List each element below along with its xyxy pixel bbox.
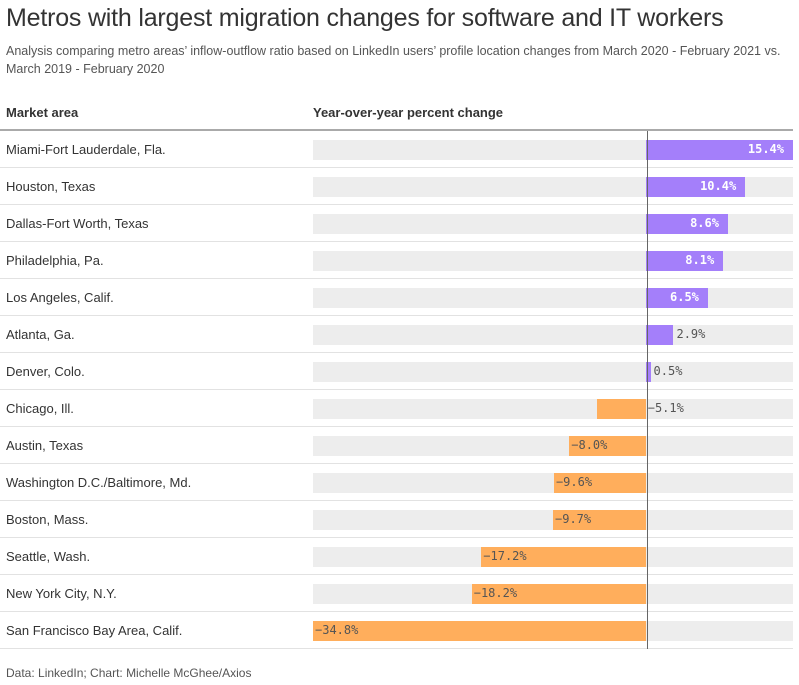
value-label: 15.4%: [747, 142, 784, 156]
bar-track: [313, 362, 793, 382]
column-header-percent-change: Year-over-year percent change: [313, 105, 504, 120]
value-label: −34.8%: [315, 623, 359, 637]
row-divider: [0, 167, 793, 168]
negative-bar: [553, 473, 646, 493]
row-divider: [0, 426, 793, 427]
market-area-label: Chicago, Ill.: [6, 401, 74, 416]
positive-bar: [645, 251, 724, 271]
negative-bar: [553, 510, 646, 530]
row-divider: [0, 463, 793, 464]
source-footer: Data: LinkedIn; Chart: Michelle McGhee/A…: [6, 666, 252, 680]
value-label: 8.6%: [690, 216, 719, 230]
value-label: 10.4%: [700, 179, 737, 193]
bar-row: New York City, N.Y. −18.2%: [0, 575, 793, 612]
bar-row: Chicago, Ill. −5.1%: [0, 390, 793, 427]
bar-row: Philadelphia, Pa. 8.1%: [0, 242, 793, 279]
zero-axis-line: [647, 131, 648, 649]
row-divider: [0, 500, 793, 501]
row-divider: [0, 611, 793, 612]
bar-track: [313, 436, 793, 456]
market-area-label: Denver, Colo.: [6, 364, 85, 379]
market-area-label: Los Angeles, Calif.: [6, 290, 114, 305]
row-divider: [0, 278, 793, 279]
positive-bar: [645, 214, 728, 234]
value-label: 8.1%: [685, 253, 715, 267]
value-label: 6.5%: [670, 290, 699, 304]
negative-bar: [471, 584, 646, 604]
market-area-label: Miami-Fort Lauderdale, Fla.: [6, 142, 166, 157]
bar-row: Los Angeles, Calif. 6.5%: [0, 279, 793, 316]
market-area-label: Seattle, Wash.: [6, 549, 91, 564]
value-label: −18.2%: [473, 586, 518, 600]
bar-row: Denver, Colo. 0.5%: [0, 353, 793, 390]
bar-row: Miami-Fort Lauderdale, Fla. 15.4%: [0, 131, 793, 168]
negative-bar: [596, 399, 646, 419]
market-area-label: San Francisco Bay Area, Calif.: [6, 623, 183, 638]
value-label: −8.0%: [571, 438, 608, 452]
market-area-label: New York City, N.Y.: [6, 586, 117, 601]
bar-row: Dallas-Fort Worth, Texas 8.6%: [0, 205, 793, 242]
positive-bar: [645, 288, 708, 308]
row-divider: [0, 204, 793, 205]
value-label: −9.7%: [555, 512, 592, 526]
row-divider: [0, 241, 793, 242]
bar-row: Seattle, Wash. −17.2%: [0, 538, 793, 575]
positive-bar: [645, 177, 746, 197]
bar-row: San Francisco Bay Area, Calif. −34.8%: [0, 612, 793, 649]
market-area-label: Austin, Texas: [6, 438, 84, 453]
market-area-label: Philadelphia, Pa.: [6, 253, 104, 268]
row-divider: [0, 389, 793, 390]
bar-track: [313, 399, 793, 419]
row-divider: [0, 648, 793, 649]
value-label: −17.2%: [483, 549, 527, 563]
positive-bar: [645, 325, 674, 345]
bar-track: [313, 473, 793, 493]
value-label: −9.6%: [555, 475, 593, 489]
negative-bar: [313, 621, 646, 641]
chart-title: Metros with largest migration changes fo…: [6, 4, 724, 32]
column-header-market-area: Market area: [6, 105, 79, 120]
row-divider: [0, 574, 793, 575]
market-area-label: Dallas-Fort Worth, Texas: [6, 216, 149, 231]
bar-row: Houston, Texas 10.4%: [0, 168, 793, 205]
bar-track: [313, 325, 793, 345]
negative-bar: [569, 436, 646, 456]
value-label: 2.9%: [676, 327, 706, 341]
market-area-label: Washington D.C./Baltimore, Md.: [6, 475, 192, 490]
header-divider: [0, 129, 793, 131]
bar-track: [313, 288, 793, 308]
bar-row: Washington D.C./Baltimore, Md. −9.6%: [0, 464, 793, 501]
positive-bar: [645, 362, 651, 382]
chart-subtitle: Analysis comparing metro areas’ inflow-o…: [6, 44, 781, 76]
bar-row: Atlanta, Ga. 2.9%: [0, 316, 793, 353]
row-divider: [0, 537, 793, 538]
row-divider: [0, 352, 793, 353]
market-area-label: Atlanta, Ga.: [6, 327, 75, 342]
bar-row: Austin, Texas −8.0%: [0, 427, 793, 464]
value-label: −5.1%: [647, 401, 684, 415]
row-divider: [0, 315, 793, 316]
value-label: 0.5%: [653, 364, 683, 378]
negative-bar: [481, 547, 646, 567]
positive-bar: [645, 140, 793, 160]
bar-row: Boston, Mass. −9.7%: [0, 501, 793, 538]
market-area-label: Boston, Mass.: [6, 512, 89, 527]
market-area-label: Houston, Texas: [6, 179, 96, 194]
